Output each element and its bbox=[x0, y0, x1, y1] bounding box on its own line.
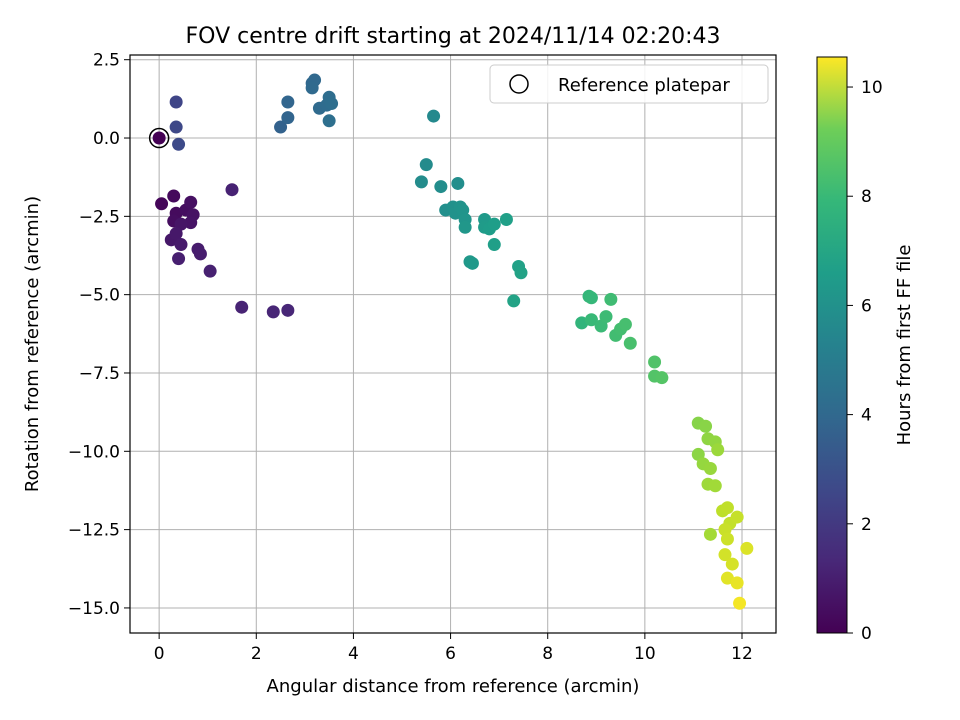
data-point bbox=[203, 264, 217, 278]
y-axis-ticks: 2.5 0.0 −2.5 −5.0 −7.5 −10.0 −12.5 −15.0 bbox=[68, 51, 130, 619]
colorbar-tick-label: 2 bbox=[861, 515, 872, 535]
legend-label: Reference platepar bbox=[558, 75, 730, 96]
x-tick-label: 12 bbox=[731, 644, 753, 664]
grid-lines bbox=[130, 55, 776, 633]
x-tick-label: 6 bbox=[445, 644, 456, 664]
data-point bbox=[725, 557, 739, 571]
data-point bbox=[720, 571, 734, 585]
reference-marker bbox=[148, 127, 170, 149]
data-point bbox=[427, 109, 441, 123]
data-point bbox=[604, 292, 618, 306]
data-point bbox=[711, 443, 725, 457]
y-axis-label: Rotation from reference (arcmin) bbox=[22, 196, 43, 492]
data-point bbox=[266, 305, 280, 319]
y-tick-label: −10.0 bbox=[68, 442, 120, 462]
data-point bbox=[305, 81, 319, 95]
data-point bbox=[169, 120, 183, 134]
colorbar-tick-label: 0 bbox=[861, 624, 872, 644]
data-point bbox=[155, 197, 169, 211]
data-point bbox=[174, 238, 188, 252]
data-point bbox=[718, 548, 732, 562]
y-tick-label: −2.5 bbox=[79, 207, 120, 227]
x-tick-label: 4 bbox=[348, 644, 359, 664]
data-point bbox=[730, 510, 744, 524]
data-point bbox=[730, 576, 744, 590]
colorbar-gradient bbox=[816, 56, 848, 634]
data-point bbox=[169, 95, 183, 109]
data-point bbox=[733, 596, 747, 610]
y-tick-label: −15.0 bbox=[68, 599, 120, 619]
data-point bbox=[648, 355, 662, 369]
data-point bbox=[419, 158, 433, 172]
x-axis-ticks: 0 2 4 6 8 10 12 bbox=[154, 633, 753, 664]
data-point bbox=[487, 238, 501, 252]
data-point bbox=[499, 212, 513, 226]
data-point bbox=[167, 189, 181, 203]
y-tick-label: −12.5 bbox=[68, 521, 120, 541]
colorbar-label: Hours from first FF file bbox=[894, 245, 915, 446]
data-point bbox=[184, 195, 198, 209]
data-point bbox=[720, 532, 734, 546]
y-tick-label: 2.5 bbox=[93, 51, 120, 71]
colorbar-tick-label: 8 bbox=[861, 187, 872, 207]
data-point bbox=[699, 419, 713, 433]
data-point bbox=[703, 527, 717, 541]
data-point bbox=[172, 252, 186, 266]
data-point bbox=[169, 227, 183, 241]
data-point bbox=[458, 220, 472, 234]
plot-frame bbox=[129, 54, 777, 634]
data-points bbox=[152, 73, 754, 610]
data-point bbox=[599, 310, 613, 324]
data-point bbox=[618, 317, 632, 331]
reference-platepar-marker bbox=[148, 127, 170, 149]
colorbar-tick-label: 10 bbox=[861, 78, 883, 98]
chart-title: FOV centre drift starting at 2024/11/14 … bbox=[186, 24, 721, 49]
data-point bbox=[584, 313, 598, 327]
legend-marker-icon bbox=[509, 74, 529, 94]
colorbar-tick-label: 6 bbox=[861, 296, 872, 316]
data-point bbox=[514, 266, 528, 280]
x-tick-label: 10 bbox=[634, 644, 656, 664]
data-point bbox=[281, 95, 295, 109]
data-point bbox=[584, 291, 598, 305]
legend: Reference platepar bbox=[489, 64, 769, 104]
data-point bbox=[708, 479, 722, 493]
data-point bbox=[193, 247, 207, 261]
x-axis-label: Angular distance from reference (arcmin) bbox=[267, 676, 640, 697]
data-point bbox=[325, 97, 339, 111]
data-point bbox=[487, 217, 501, 231]
y-tick-label: −7.5 bbox=[79, 364, 120, 384]
x-tick-label: 0 bbox=[154, 644, 165, 664]
x-tick-label: 8 bbox=[542, 644, 553, 664]
data-point bbox=[152, 131, 166, 145]
data-point bbox=[225, 183, 239, 197]
data-point bbox=[281, 303, 295, 317]
data-point bbox=[720, 501, 734, 515]
data-point bbox=[235, 300, 249, 314]
data-point bbox=[322, 114, 336, 128]
data-point bbox=[623, 336, 637, 350]
y-tick-label: −5.0 bbox=[79, 286, 120, 306]
data-point bbox=[465, 256, 479, 270]
colorbar: 0 2 4 6 8 10 Hours from first FF file bbox=[816, 56, 915, 644]
data-point bbox=[414, 175, 428, 189]
data-point bbox=[703, 462, 717, 476]
data-point bbox=[274, 120, 288, 134]
data-point bbox=[281, 111, 295, 125]
legend-box bbox=[489, 64, 769, 104]
data-point bbox=[655, 371, 669, 385]
x-tick-label: 2 bbox=[251, 644, 262, 664]
colorbar-tick-label: 4 bbox=[861, 406, 872, 426]
data-point bbox=[172, 137, 186, 151]
y-tick-label: 0.0 bbox=[93, 129, 120, 149]
data-point bbox=[434, 180, 448, 194]
colorbar-ticks: 0 2 4 6 8 10 bbox=[847, 78, 883, 644]
data-point bbox=[184, 216, 198, 230]
data-point bbox=[507, 294, 521, 308]
data-point bbox=[740, 541, 754, 555]
data-point bbox=[451, 176, 465, 190]
